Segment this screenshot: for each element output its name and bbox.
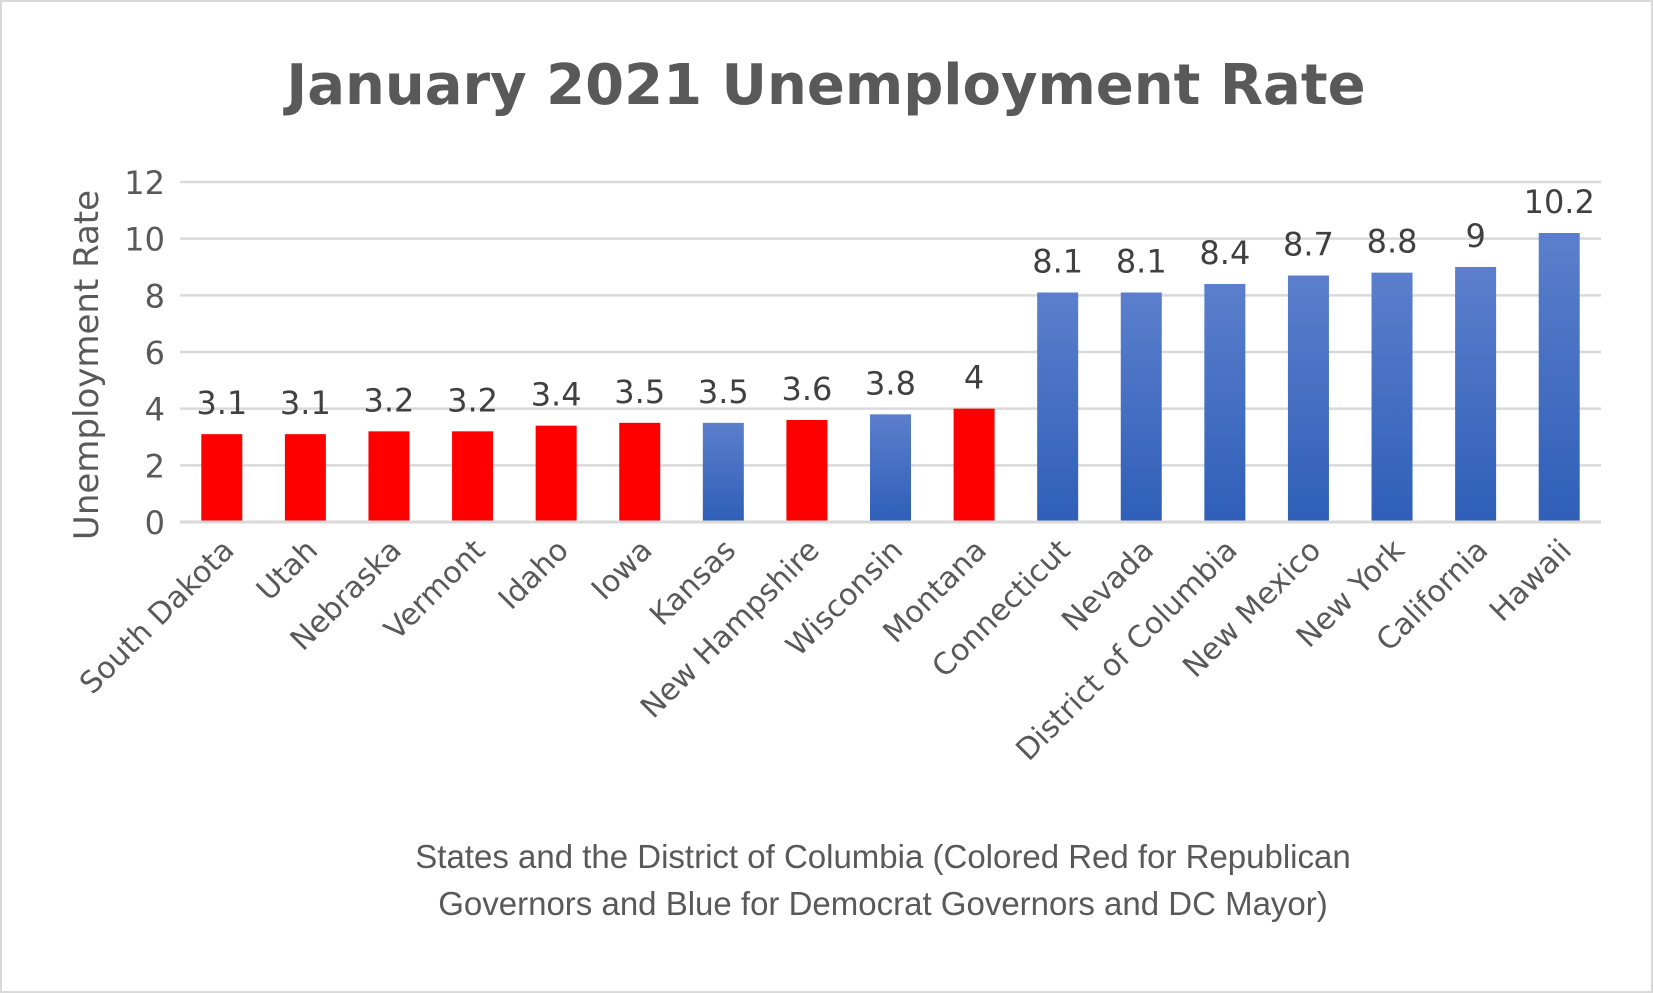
bar — [702, 422, 744, 521]
data-label: 10.2 — [1524, 183, 1595, 221]
y-tick-label: 10 — [124, 221, 165, 259]
bar — [452, 431, 494, 521]
x-axis-label-line-1: States and the District of Columbia (Col… — [415, 838, 1350, 875]
data-label: 3.8 — [865, 364, 916, 402]
data-label: 3.5 — [698, 373, 749, 411]
y-tick-label: 6 — [145, 334, 165, 372]
bar — [1371, 272, 1413, 521]
chart-title: January 2021 Unemployment Rate — [282, 53, 1365, 118]
data-label: 3.2 — [447, 381, 498, 419]
data-label: 3.4 — [531, 376, 582, 414]
data-label: 8.1 — [1032, 243, 1083, 281]
bar — [619, 422, 661, 521]
bar — [368, 431, 410, 521]
data-label: 3.1 — [196, 384, 247, 422]
bar — [870, 414, 911, 521]
bar — [953, 408, 995, 521]
y-axis-label: Unemployment Rate — [67, 190, 107, 540]
bar — [1287, 275, 1329, 521]
data-label: 3.5 — [614, 373, 665, 411]
bar — [535, 425, 577, 521]
data-label: 8.7 — [1283, 226, 1334, 264]
y-tick-label: 0 — [145, 504, 165, 542]
data-label: 8.8 — [1367, 223, 1418, 261]
x-axis-label-line-2: Governors and Blue for Democrat Governor… — [438, 885, 1328, 922]
data-label: 3.6 — [781, 370, 832, 408]
bar — [1538, 233, 1580, 521]
data-label: 3.2 — [364, 381, 415, 419]
y-tick-label: 8 — [145, 277, 165, 315]
bar — [786, 420, 828, 521]
bar — [1204, 284, 1246, 521]
data-label: 3.1 — [280, 384, 331, 422]
y-tick-label: 2 — [145, 447, 165, 485]
bar — [284, 434, 326, 521]
bar — [1037, 292, 1079, 521]
data-label: 9 — [1465, 217, 1485, 255]
data-label: 8.1 — [1116, 243, 1167, 281]
bar — [1120, 292, 1162, 521]
bar — [1455, 267, 1497, 521]
data-label: 4 — [964, 359, 984, 397]
y-tick-label: 12 — [124, 164, 165, 202]
y-tick-label: 4 — [145, 391, 165, 429]
bar — [201, 434, 243, 521]
data-label: 8.4 — [1199, 234, 1250, 272]
